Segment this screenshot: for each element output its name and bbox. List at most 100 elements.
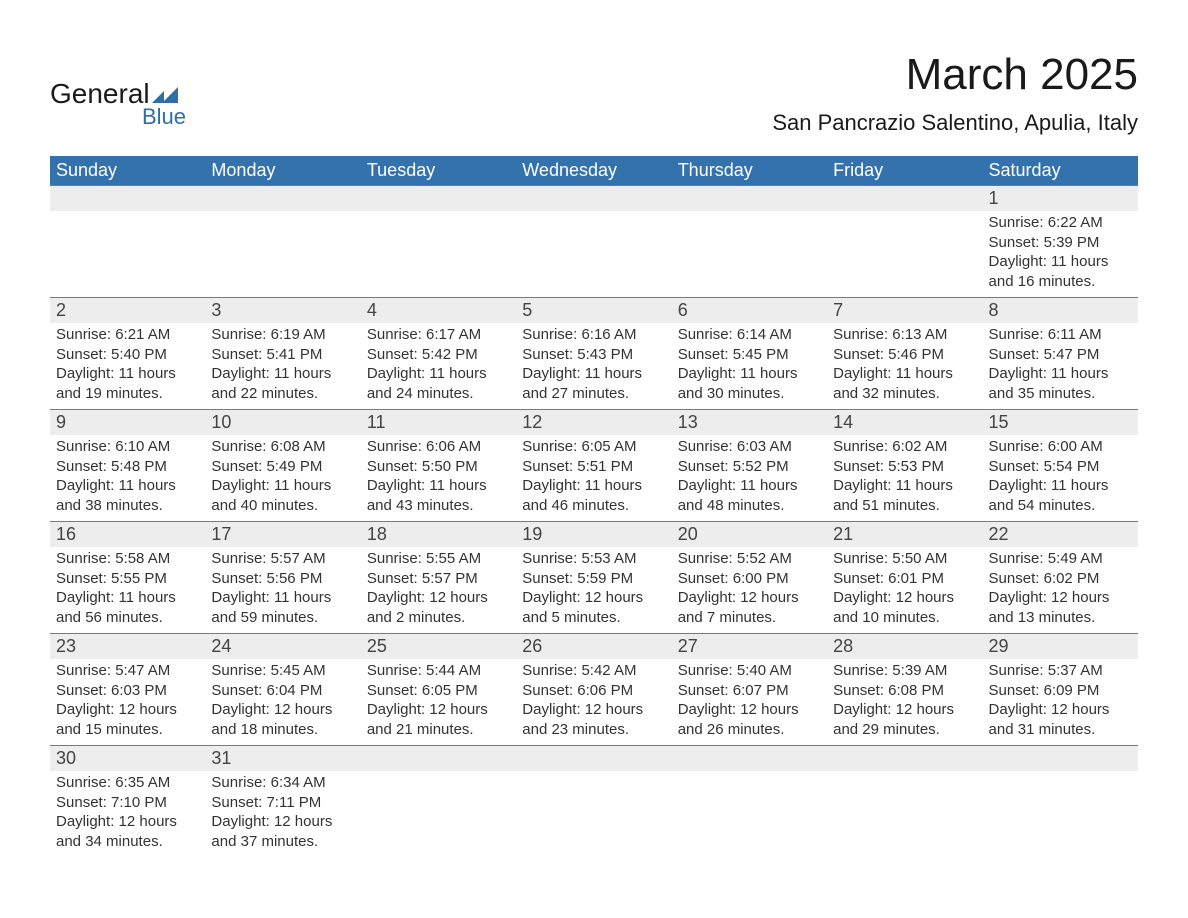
day-content-cell (672, 771, 827, 857)
logo-sails-icon (152, 87, 178, 103)
sunset-line: Sunset: 5:54 PM (989, 457, 1132, 477)
day-content-cell: Sunrise: 5:42 AMSunset: 6:06 PMDaylight:… (516, 659, 671, 746)
daylight-line: Daylight: 11 hours and 46 minutes. (522, 476, 665, 515)
sunset-line: Sunset: 5:53 PM (833, 457, 976, 477)
day-number: 17 (205, 522, 360, 547)
week-content-row: Sunrise: 5:47 AMSunset: 6:03 PMDaylight:… (50, 659, 1138, 746)
sunrise-line: Sunrise: 6:05 AM (522, 437, 665, 457)
day-number: 16 (50, 522, 205, 547)
day-number-cell: 9 (50, 410, 205, 436)
day-number: 29 (983, 634, 1138, 659)
calendar-table: SundayMondayTuesdayWednesdayThursdayFrid… (50, 156, 1138, 857)
sunset-line: Sunset: 6:07 PM (678, 681, 821, 701)
sunrise-line: Sunrise: 5:39 AM (833, 661, 976, 681)
day-details: Sunrise: 6:05 AMSunset: 5:51 PMDaylight:… (516, 435, 671, 521)
day-content-cell: Sunrise: 5:39 AMSunset: 6:08 PMDaylight:… (827, 659, 982, 746)
week-daynum-row: 16171819202122 (50, 522, 1138, 548)
location-subtitle: San Pancrazio Salentino, Apulia, Italy (772, 110, 1138, 136)
day-header: Tuesday (361, 156, 516, 186)
sunset-line: Sunset: 6:03 PM (56, 681, 199, 701)
day-details: Sunrise: 5:37 AMSunset: 6:09 PMDaylight:… (983, 659, 1138, 745)
day-number-cell: 7 (827, 298, 982, 324)
day-number: 1 (983, 186, 1138, 211)
month-title: March 2025 (772, 50, 1138, 100)
day-content-cell: Sunrise: 6:13 AMSunset: 5:46 PMDaylight:… (827, 323, 982, 410)
day-number-cell (827, 746, 982, 772)
day-number: 8 (983, 298, 1138, 323)
day-number-cell: 5 (516, 298, 671, 324)
sunset-line: Sunset: 5:50 PM (367, 457, 510, 477)
sunset-line: Sunset: 5:45 PM (678, 345, 821, 365)
day-content-cell: Sunrise: 6:02 AMSunset: 5:53 PMDaylight:… (827, 435, 982, 522)
week-content-row: Sunrise: 6:22 AMSunset: 5:39 PMDaylight:… (50, 211, 1138, 298)
day-number: 20 (672, 522, 827, 547)
day-details: Sunrise: 5:39 AMSunset: 6:08 PMDaylight:… (827, 659, 982, 745)
day-content-cell: Sunrise: 5:45 AMSunset: 6:04 PMDaylight:… (205, 659, 360, 746)
day-details: Sunrise: 5:44 AMSunset: 6:05 PMDaylight:… (361, 659, 516, 745)
sunset-line: Sunset: 5:41 PM (211, 345, 354, 365)
empty-day-number (827, 746, 982, 771)
day-content-cell: Sunrise: 5:52 AMSunset: 6:00 PMDaylight:… (672, 547, 827, 634)
day-number-cell: 18 (361, 522, 516, 548)
day-content-cell: Sunrise: 6:21 AMSunset: 5:40 PMDaylight:… (50, 323, 205, 410)
sunrise-line: Sunrise: 5:45 AM (211, 661, 354, 681)
day-content-cell (827, 211, 982, 298)
daylight-line: Daylight: 12 hours and 10 minutes. (833, 588, 976, 627)
day-number-cell: 14 (827, 410, 982, 436)
day-number: 9 (50, 410, 205, 435)
sunset-line: Sunset: 6:01 PM (833, 569, 976, 589)
day-number: 12 (516, 410, 671, 435)
sunrise-line: Sunrise: 5:40 AM (678, 661, 821, 681)
sunrise-line: Sunrise: 5:44 AM (367, 661, 510, 681)
day-content-cell: Sunrise: 6:34 AMSunset: 7:11 PMDaylight:… (205, 771, 360, 857)
day-number-cell (672, 186, 827, 212)
sunset-line: Sunset: 5:56 PM (211, 569, 354, 589)
sunset-line: Sunset: 6:05 PM (367, 681, 510, 701)
sunset-line: Sunset: 5:46 PM (833, 345, 976, 365)
daylight-line: Daylight: 11 hours and 19 minutes. (56, 364, 199, 403)
day-content-cell: Sunrise: 6:05 AMSunset: 5:51 PMDaylight:… (516, 435, 671, 522)
day-number: 26 (516, 634, 671, 659)
day-number-cell: 31 (205, 746, 360, 772)
sunrise-line: Sunrise: 6:13 AM (833, 325, 976, 345)
day-number: 2 (50, 298, 205, 323)
daylight-line: Daylight: 11 hours and 40 minutes. (211, 476, 354, 515)
day-details: Sunrise: 6:17 AMSunset: 5:42 PMDaylight:… (361, 323, 516, 409)
day-content-cell (516, 771, 671, 857)
week-content-row: Sunrise: 6:10 AMSunset: 5:48 PMDaylight:… (50, 435, 1138, 522)
day-details: Sunrise: 6:08 AMSunset: 5:49 PMDaylight:… (205, 435, 360, 521)
sunrise-line: Sunrise: 5:49 AM (989, 549, 1132, 569)
day-number: 24 (205, 634, 360, 659)
day-content-cell: Sunrise: 6:22 AMSunset: 5:39 PMDaylight:… (983, 211, 1138, 298)
daylight-line: Daylight: 11 hours and 35 minutes. (989, 364, 1132, 403)
empty-day-number (672, 186, 827, 211)
daylight-line: Daylight: 12 hours and 18 minutes. (211, 700, 354, 739)
sunrise-line: Sunrise: 5:42 AM (522, 661, 665, 681)
day-number-cell: 25 (361, 634, 516, 660)
day-number: 22 (983, 522, 1138, 547)
day-content-cell: Sunrise: 6:17 AMSunset: 5:42 PMDaylight:… (361, 323, 516, 410)
day-details: Sunrise: 5:50 AMSunset: 6:01 PMDaylight:… (827, 547, 982, 633)
empty-day-number (205, 186, 360, 211)
day-details: Sunrise: 6:16 AMSunset: 5:43 PMDaylight:… (516, 323, 671, 409)
day-number: 6 (672, 298, 827, 323)
day-content-cell: Sunrise: 6:14 AMSunset: 5:45 PMDaylight:… (672, 323, 827, 410)
day-header: Thursday (672, 156, 827, 186)
day-details: Sunrise: 6:21 AMSunset: 5:40 PMDaylight:… (50, 323, 205, 409)
day-content-cell: Sunrise: 6:10 AMSunset: 5:48 PMDaylight:… (50, 435, 205, 522)
day-header: Sunday (50, 156, 205, 186)
day-number-cell: 21 (827, 522, 982, 548)
sunrise-line: Sunrise: 6:10 AM (56, 437, 199, 457)
day-content-cell: Sunrise: 6:11 AMSunset: 5:47 PMDaylight:… (983, 323, 1138, 410)
day-number-cell: 27 (672, 634, 827, 660)
day-number-cell (361, 746, 516, 772)
day-number-cell: 12 (516, 410, 671, 436)
daylight-line: Daylight: 11 hours and 56 minutes. (56, 588, 199, 627)
day-number-cell: 28 (827, 634, 982, 660)
day-number: 10 (205, 410, 360, 435)
day-number-cell (361, 186, 516, 212)
day-number-cell: 26 (516, 634, 671, 660)
calendar-body: 1Sunrise: 6:22 AMSunset: 5:39 PMDaylight… (50, 186, 1138, 858)
daylight-line: Daylight: 12 hours and 37 minutes. (211, 812, 354, 851)
day-number-cell (205, 186, 360, 212)
